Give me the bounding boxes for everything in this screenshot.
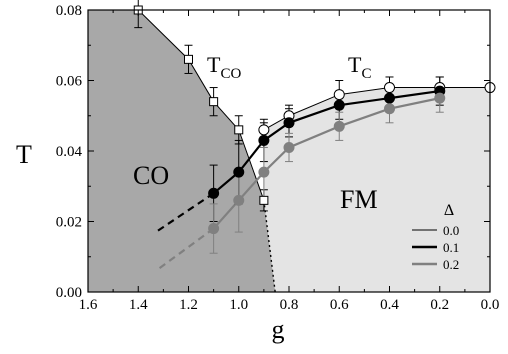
y-tick-label-1: 0.02 (56, 215, 82, 231)
series-2-point-2 (258, 166, 270, 178)
y-tick-label-3: 0.06 (56, 74, 83, 90)
co-boundary-dotted-extension (263, 200, 276, 293)
x-tick-label-5: 0.6 (330, 297, 349, 313)
y-tick-label-2: 0.04 (56, 144, 83, 160)
series-2-point-0 (208, 223, 220, 235)
y-axis-title: T (16, 140, 32, 169)
x-tick-label-7: 0.2 (430, 297, 449, 313)
x-tick-label-0: 1.6 (79, 297, 98, 313)
region-label-fm: FM (340, 185, 378, 214)
curve-label-tc-sub: C (361, 66, 371, 82)
x-tick-label-6: 0.4 (380, 297, 399, 313)
series-1-point-0 (208, 187, 220, 199)
series-1-point-1 (233, 166, 245, 178)
y-tick-label-0: 0.00 (56, 285, 82, 301)
series-2-point-6 (434, 92, 446, 104)
curve-label-tc-main: T (348, 52, 362, 77)
series-1-point-3 (283, 117, 295, 129)
region-co (88, 10, 276, 292)
region-fm (263, 87, 490, 292)
y-tick-label-4: 0.08 (56, 3, 82, 19)
series-1-point-2 (258, 134, 270, 146)
x-tick-label-8: 0.0 (481, 297, 500, 313)
co-boundary-point-2 (209, 97, 219, 107)
co-boundary-point-3 (234, 125, 244, 135)
x-axis-title: g (272, 315, 285, 344)
curve-label-tco: TCO (207, 52, 241, 82)
series-2-point-5 (384, 103, 395, 115)
series-1-point-5 (384, 92, 395, 104)
co-boundary-point-4 (259, 195, 269, 205)
series-0-point-3 (384, 82, 395, 94)
series-1-point-4 (333, 99, 345, 111)
legend-label-0: 0.0 (443, 223, 459, 238)
curve-label-tc: TC (348, 52, 371, 82)
x-tick-label-3: 1.0 (229, 297, 248, 313)
x-tick-label-2: 1.2 (179, 297, 198, 313)
legend-label-2: 0.2 (443, 257, 459, 272)
series-2-point-4 (333, 120, 345, 132)
legend-label-1: 0.1 (443, 240, 459, 255)
x-tick-label-1: 1.4 (129, 297, 148, 313)
series-0-point-0 (258, 124, 270, 136)
series-2-point-3 (283, 141, 295, 153)
region-label-co: CO (133, 161, 169, 190)
co-boundary-point-1 (184, 54, 193, 64)
series-2-point-1 (233, 194, 245, 206)
x-tick-label-4: 0.8 (280, 297, 299, 313)
curve-label-tco-main: T (207, 52, 221, 77)
series-0-point-2 (333, 89, 345, 101)
legend-title: Δ (444, 202, 454, 219)
curve-label-tco-sub: CO (220, 66, 241, 82)
